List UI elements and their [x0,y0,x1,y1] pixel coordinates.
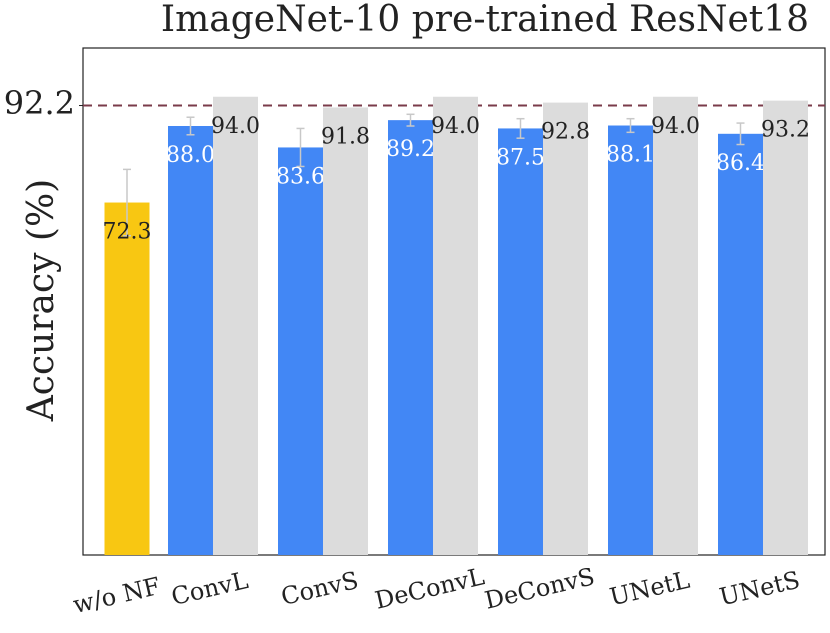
value-label: 86.4 [716,151,765,176]
bar [168,126,213,555]
value-label: 89.2 [386,137,435,162]
x-tick-label: UNetS [717,566,803,612]
value-label: 72.3 [103,220,152,245]
x-tick-label: ConvL [169,566,251,611]
y-tick-label: 92.2 [4,84,75,122]
bar [104,202,150,555]
value-label: 88.1 [606,143,655,168]
value-label: 83.6 [276,164,325,189]
value-label: 91.8 [321,124,370,149]
bar [543,102,588,555]
value-label: 92.8 [541,120,590,145]
bar [278,147,323,555]
bar [433,96,478,555]
value-label: 88.0 [166,143,215,168]
bar [323,107,368,555]
bar [653,96,698,555]
value-label: 93.2 [761,118,810,143]
value-label: 94.0 [211,114,260,139]
x-tick-label: w/o NF [70,572,162,619]
x-tick-label: DeConvS [482,562,597,614]
bar [213,96,258,555]
bar [388,120,433,556]
value-label: 94.0 [651,114,700,139]
chart-title: ImageNet-10 pre-trained ResNet18 [161,0,809,40]
bar [718,133,763,556]
x-tick-label: UNetL [607,566,692,612]
x-tick-label: ConvS [278,566,361,611]
y-axis-label: Accuracy (%) [21,179,62,422]
value-label: 94.0 [431,114,480,139]
bar [608,125,653,555]
bar [763,100,808,556]
bar [498,128,543,555]
x-tick-label: DeConvL [372,562,487,614]
value-label: 87.5 [496,145,545,170]
